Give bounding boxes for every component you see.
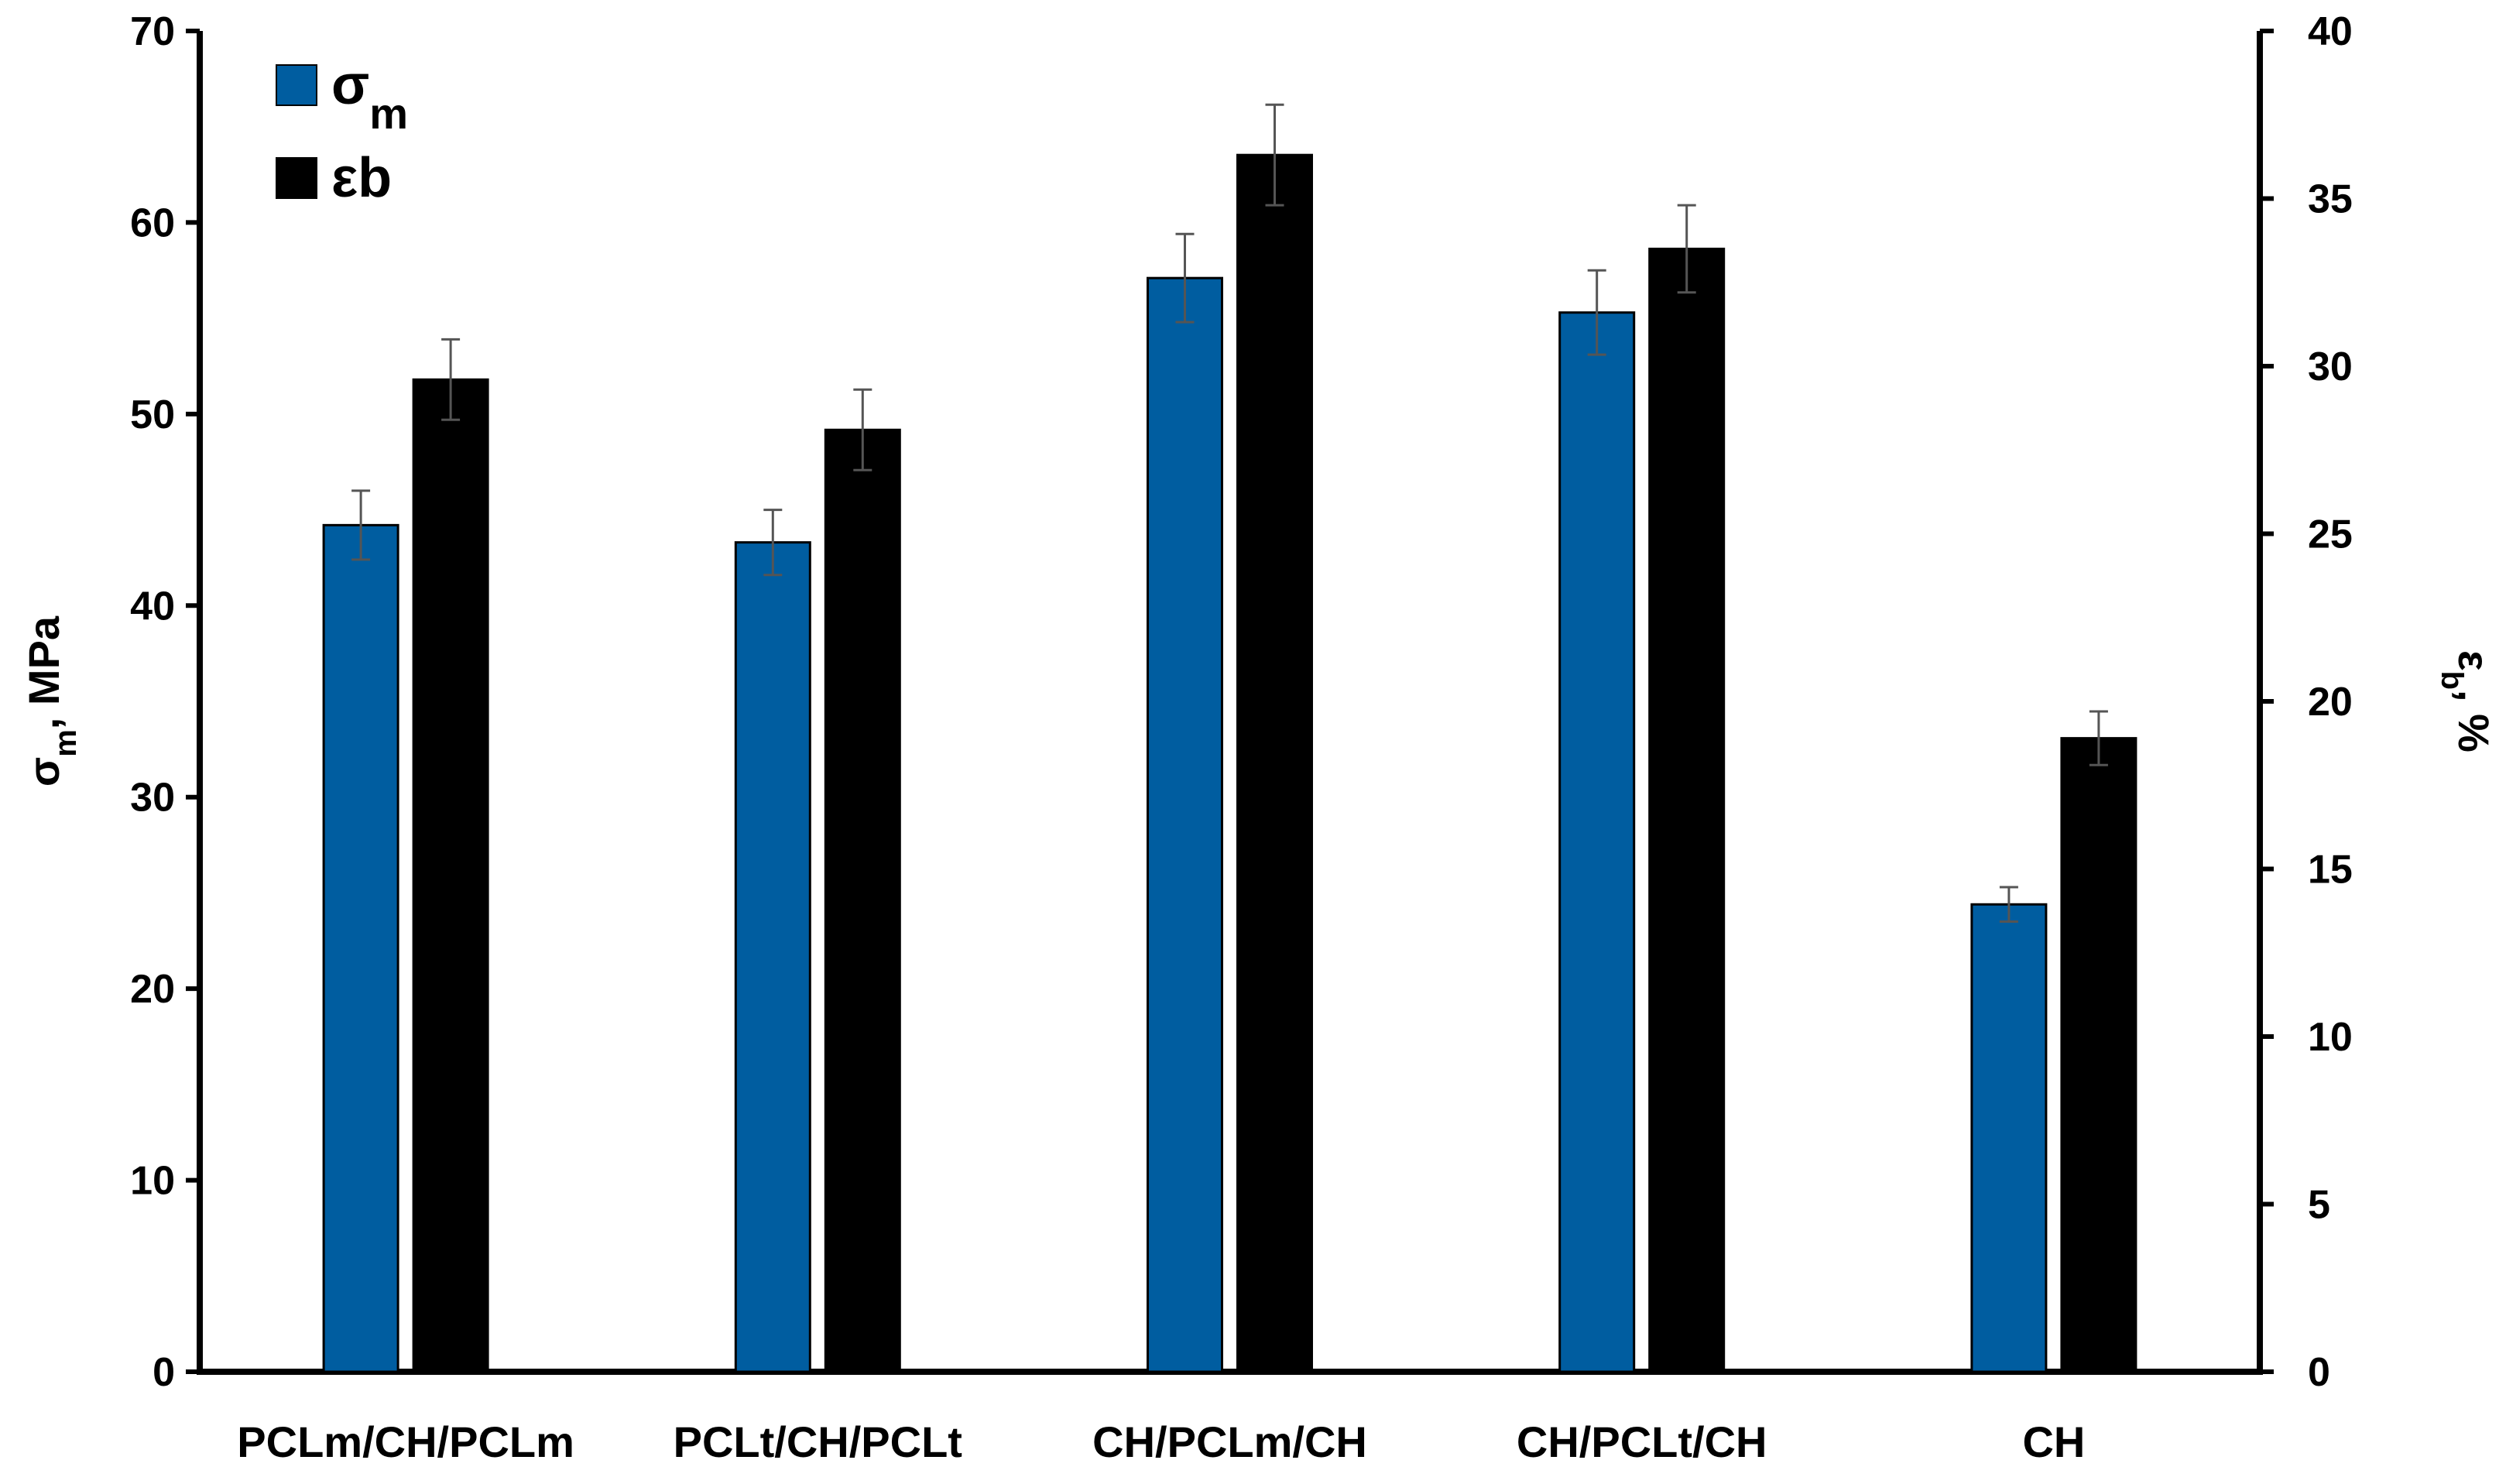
legend-label-sigma-main: σ <box>331 54 369 116</box>
bar-sigma-m <box>1147 276 1223 1373</box>
left-y-axis: 0 10 20 30 40 50 60 70 <box>130 9 203 1395</box>
legend-swatch-sigma-m <box>276 64 317 106</box>
bar-epsilon-b <box>2060 737 2137 1373</box>
category-label: CH/PCLt/CH <box>1517 1417 1767 1466</box>
right-tick-label: 25 <box>2308 512 2353 557</box>
left-tick-label: 70 <box>130 9 175 54</box>
right-axis-title: εb, % <box>2435 650 2498 752</box>
left-tick-label: 60 <box>130 200 175 245</box>
bar-sigma-m <box>734 541 811 1373</box>
error-bars-group <box>351 103 2108 924</box>
legend-label-sigma-sub: m <box>369 89 408 138</box>
legend-swatch-epsilon-b <box>276 157 317 199</box>
left-tick-label: 30 <box>130 776 175 821</box>
right-tick-label: 5 <box>2308 1183 2330 1228</box>
right-tick-label: 35 <box>2308 177 2353 222</box>
left-tick-label: 20 <box>130 967 175 1012</box>
category-label: PCLt/CH/PCLt <box>674 1417 962 1466</box>
bar-sigma-m <box>1970 903 2048 1373</box>
left-tick-label: 50 <box>130 392 175 437</box>
right-axis-title-rest: , % <box>2449 690 2498 752</box>
right-tick-label: 20 <box>2308 680 2353 725</box>
bar-sigma-m <box>1558 311 1636 1373</box>
legend-label-epsilon-b: εb <box>331 147 392 209</box>
right-axis-title-main: ε <box>2449 650 2498 671</box>
bar-epsilon-b <box>824 428 901 1373</box>
left-axis-title-rest: , MPa <box>19 615 68 729</box>
category-label: CH/PCLm/CH <box>1092 1417 1367 1466</box>
left-axis-title: σm, MPa <box>19 615 83 787</box>
bar-epsilon-b <box>412 378 489 1373</box>
left-tick-label: 0 <box>153 1350 175 1395</box>
left-axis-title-main: σ <box>19 757 68 787</box>
category-labels: PCLm/CH/PCLm PCLt/CH/PCLt CH/PCLm/CH CH/PCL… <box>237 1417 2085 1466</box>
right-axis-title-sub: b <box>2435 671 2469 690</box>
legend-label-sigma-m: σm <box>331 54 408 138</box>
left-tick-label: 10 <box>130 1159 175 1204</box>
right-tick-label: 0 <box>2308 1350 2330 1395</box>
bar-epsilon-b <box>1236 153 1313 1373</box>
bar-epsilon-b <box>1648 247 1726 1373</box>
right-tick-label: 30 <box>2308 344 2353 389</box>
right-tick-label: 15 <box>2308 848 2353 893</box>
right-tick-label: 10 <box>2308 1015 2353 1060</box>
legend: σm εb <box>276 54 408 209</box>
bars-group <box>322 153 2137 1373</box>
category-label: PCLm/CH/PCLm <box>237 1417 574 1466</box>
bar-sigma-m <box>322 523 399 1373</box>
right-y-axis: 0 5 10 15 20 25 30 35 40 <box>2257 9 2353 1395</box>
left-axis-title-sub: m <box>49 729 83 757</box>
category-label: CH <box>2022 1417 2085 1466</box>
left-tick-label: 40 <box>130 584 175 629</box>
right-tick-label: 40 <box>2308 9 2353 54</box>
